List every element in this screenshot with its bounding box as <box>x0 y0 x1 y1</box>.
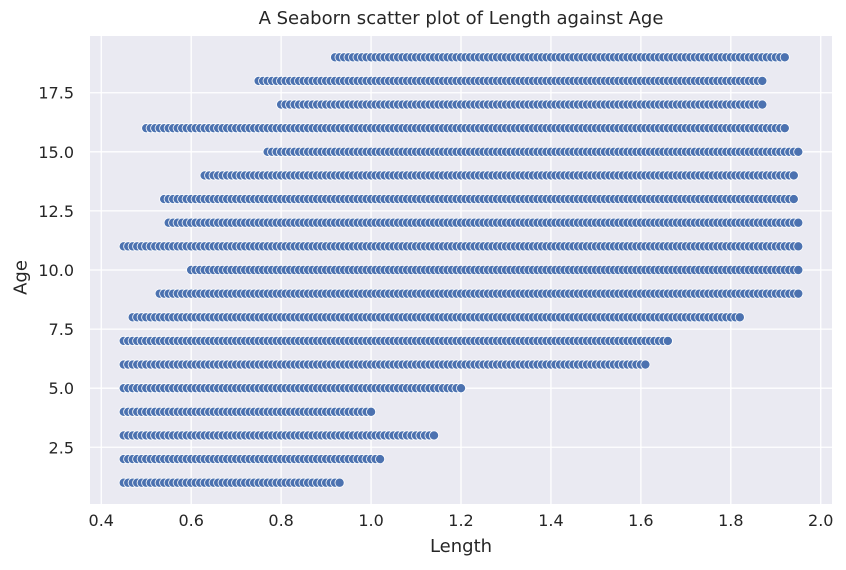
scatter-point <box>779 52 790 63</box>
y-tick-label: 7.5 <box>49 320 74 339</box>
scatter-point <box>793 241 804 252</box>
scatter-point <box>734 312 745 323</box>
x-tick-label: 2.0 <box>808 511 833 530</box>
scatter-point <box>334 477 345 488</box>
scatter-point <box>757 75 768 86</box>
scatter-point <box>788 170 799 181</box>
y-tick-label: 2.5 <box>49 438 74 457</box>
y-tick-label: 15.0 <box>38 143 74 162</box>
x-tick-label: 0.8 <box>268 511 293 530</box>
scatter-point <box>788 194 799 205</box>
x-tick-label: 0.6 <box>178 511 203 530</box>
y-tick-label: 17.5 <box>38 84 74 103</box>
scatter-point <box>640 359 651 370</box>
x-tick-label: 1.0 <box>358 511 383 530</box>
y-tick-label: 10.0 <box>38 261 74 280</box>
x-tick-label: 1.2 <box>448 511 473 530</box>
scatter-point <box>662 335 673 346</box>
scatter-point <box>779 123 790 134</box>
x-axis-label: Length <box>429 536 493 557</box>
scatter-point <box>455 383 466 394</box>
scatter-point <box>793 264 804 275</box>
x-tick-label: 1.4 <box>538 511 563 530</box>
scatter-point <box>375 454 386 465</box>
x-tick-labels: 0.4 0.6 0.8 1.0 1.2 1.4 1.6 1.8 2.0 <box>89 511 834 530</box>
chart-title: A Seaborn scatter plot of Length against… <box>258 8 664 29</box>
scatter-point <box>429 430 440 441</box>
scatter-point <box>793 288 804 299</box>
scatter-point <box>793 146 804 157</box>
scatter-point <box>757 99 768 110</box>
scatter-point <box>366 406 377 417</box>
scatter-point <box>793 217 804 228</box>
y-tick-label: 5.0 <box>49 379 74 398</box>
x-tick-label: 0.4 <box>89 511 114 530</box>
x-tick-label: 1.6 <box>628 511 653 530</box>
data-points <box>118 52 804 488</box>
y-tick-label: 12.5 <box>38 202 74 221</box>
y-tick-labels: 2.5 5.0 7.5 10.0 12.5 15.0 17.5 <box>38 84 74 458</box>
x-tick-label: 1.8 <box>718 511 743 530</box>
